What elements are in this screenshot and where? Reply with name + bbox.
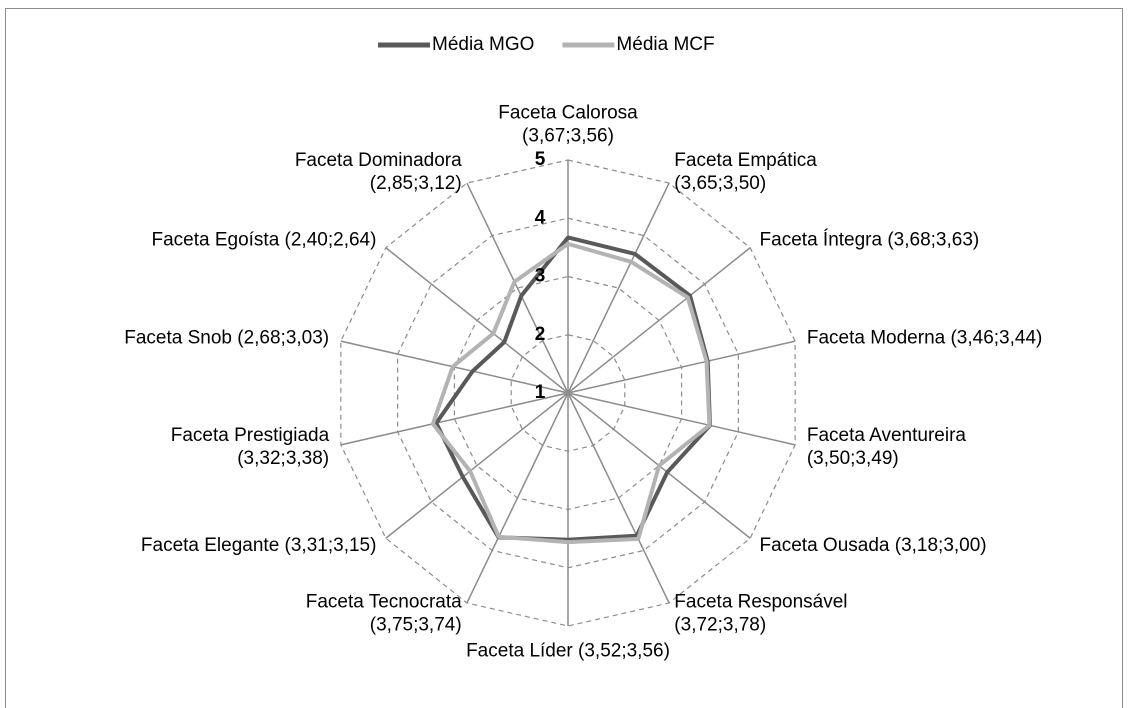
spoke — [385, 392, 569, 539]
spoke — [567, 182, 670, 394]
category-label: Faceta Calorosa — [498, 103, 638, 124]
category-label: (3,67;3,56) — [522, 126, 614, 147]
spoke — [340, 392, 569, 446]
category-label: Faceta Empática — [674, 150, 817, 171]
category-label: Faceta Dominadora — [295, 150, 462, 171]
category-label: (3,65;3,50) — [674, 173, 766, 194]
spoke — [385, 247, 569, 394]
category-label: Faceta Ousada (3,18;3,00) — [760, 535, 987, 556]
category-label: (3,32;3,38) — [237, 448, 329, 469]
grid-ring — [340, 159, 796, 627]
category-label: Faceta Tecnocrata — [306, 591, 462, 612]
spoke — [567, 392, 796, 446]
category-label: (3,50;3,49) — [807, 448, 899, 469]
legend-label: Média MCF — [616, 34, 714, 55]
spoke — [567, 247, 751, 394]
category-label: Faceta Egoísta (2,40;2,64) — [151, 229, 376, 250]
chart-frame — [5, 8, 1123, 708]
spoke — [567, 392, 670, 604]
category-label: Faceta Snob (2,68;3,03) — [124, 327, 329, 348]
series-line — [430, 241, 712, 545]
category-label: Faceta Prestigiada — [171, 425, 330, 446]
spoke — [466, 182, 569, 394]
series-line — [434, 235, 712, 542]
category-label: Faceta Elegante (3,31;3,15) — [141, 535, 377, 556]
r-tick-label: 3 — [535, 266, 546, 287]
category-label: (2,85;3,12) — [370, 173, 462, 194]
category-label: Faceta Responsável — [674, 591, 847, 612]
category-label: (3,75;3,74) — [370, 614, 462, 635]
spoke — [466, 392, 569, 604]
legend-label: Média MGO — [432, 34, 534, 55]
r-tick-label: 4 — [535, 207, 546, 228]
category-label: Faceta Líder (3,52;3,56) — [466, 641, 670, 662]
category-label: Faceta Íntegra (3,68;3,63) — [760, 229, 980, 250]
r-tick-label: 2 — [535, 324, 546, 345]
r-tick-label: 1 — [535, 382, 546, 403]
spoke — [567, 340, 796, 394]
category-label: Faceta Moderna (3,46;3,44) — [807, 327, 1043, 348]
category-label: (3,72;3,78) — [674, 614, 766, 635]
r-tick-label: 5 — [535, 149, 546, 170]
category-label: Faceta Aventureira — [807, 425, 967, 446]
